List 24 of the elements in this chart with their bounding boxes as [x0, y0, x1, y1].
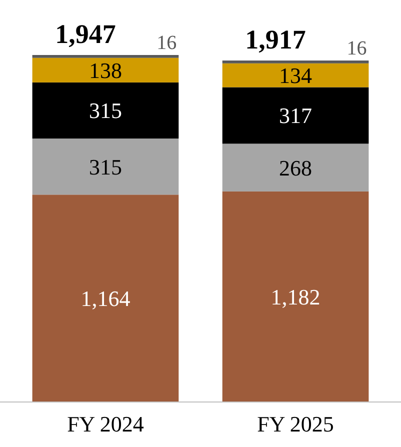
data-label: 1,182 — [270, 284, 320, 310]
data-label: 317 — [279, 103, 312, 128]
data-label: 268 — [279, 155, 312, 180]
bar — [222, 191, 369, 402]
bar — [222, 87, 369, 144]
data-label: 315 — [88, 98, 122, 124]
data-label: 16 — [156, 32, 177, 54]
data-label: 16 — [346, 38, 367, 60]
bar — [32, 138, 179, 195]
bar — [32, 55, 179, 58]
bar — [222, 60, 369, 64]
data-label: 315 — [88, 154, 122, 180]
data-label: 138 — [88, 58, 122, 83]
data-label: 1,164 — [80, 286, 130, 312]
bar — [32, 194, 179, 402]
x-tick-label: FY 2025 — [257, 412, 334, 437]
bar — [222, 63, 369, 88]
total-label: 1,947 — [55, 19, 116, 49]
bar — [32, 82, 179, 139]
data-label: 134 — [279, 63, 312, 88]
bar — [32, 58, 179, 82]
bar — [222, 144, 369, 192]
total-label: 1,917 — [245, 24, 306, 55]
x-tick-label: FY 2024 — [67, 412, 144, 437]
